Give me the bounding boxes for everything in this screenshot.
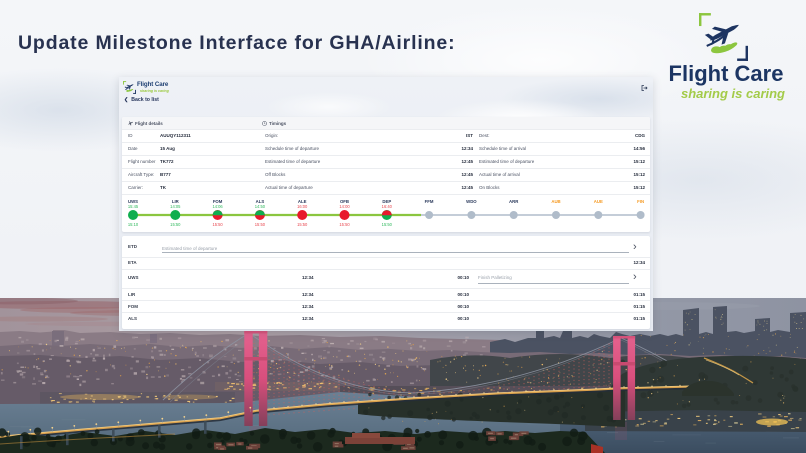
svg-text:16:40: 16:40 — [382, 204, 393, 209]
svg-text:FIN: FIN — [637, 199, 644, 204]
svg-text:14:50: 14:50 — [255, 204, 266, 209]
svg-text:AUE: AUE — [594, 199, 603, 204]
svg-text:AUB: AUB — [551, 199, 560, 204]
svg-text:15:50: 15:50 — [170, 222, 181, 227]
svg-text:ALE: ALE — [298, 199, 307, 204]
svg-text:15:50: 15:50 — [297, 222, 308, 227]
svg-text:15:50: 15:50 — [212, 222, 223, 227]
svg-text:FFM: FFM — [425, 199, 434, 204]
svg-text:15:50: 15:50 — [339, 222, 350, 227]
svg-text:DEP: DEP — [382, 199, 391, 204]
svg-text:14:05: 14:05 — [170, 204, 181, 209]
svg-text:15:50: 15:50 — [382, 222, 393, 227]
svg-text:WDO: WDO — [466, 199, 477, 204]
svg-text:14:06: 14:06 — [212, 204, 223, 209]
svg-text:FOM: FOM — [213, 199, 223, 204]
svg-text:15:50: 15:50 — [255, 222, 266, 227]
svg-text:16:00: 16:00 — [297, 204, 308, 209]
svg-text:UWS: UWS — [128, 199, 138, 204]
svg-text:ARR: ARR — [509, 199, 519, 204]
svg-text:ALS: ALS — [256, 199, 265, 204]
svg-text:LIR: LIR — [172, 199, 180, 204]
svg-text:15:45: 15:45 — [128, 204, 139, 209]
svg-text:15:10: 15:10 — [128, 222, 139, 227]
svg-text:OFB: OFB — [340, 199, 349, 204]
svg-text:14:00: 14:00 — [339, 204, 350, 209]
